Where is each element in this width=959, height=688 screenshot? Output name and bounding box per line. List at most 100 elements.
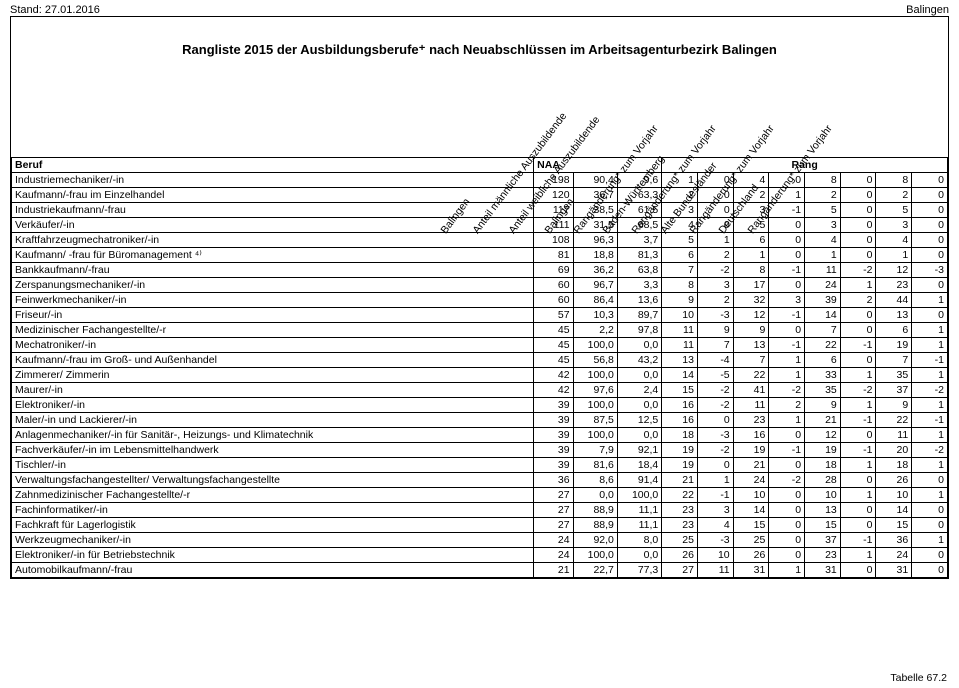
cell: 0: [840, 518, 876, 533]
cell: 14: [733, 503, 769, 518]
cell: 27: [662, 563, 698, 578]
cell: 16: [662, 413, 698, 428]
cell: 3,3: [617, 278, 661, 293]
cell: 96,7: [573, 278, 617, 293]
cell: 63,8: [617, 263, 661, 278]
table-row: Kaufmann/-frau im Groß- und Außenhandel4…: [12, 353, 948, 368]
cell: 39: [534, 443, 573, 458]
cell: 100,0: [573, 428, 617, 443]
cell: 0,0: [617, 398, 661, 413]
cell: 1: [912, 398, 948, 413]
cell: 1: [697, 473, 733, 488]
row-label: Zerspanungsmechaniker/-in: [12, 278, 534, 293]
cell: 0: [769, 428, 805, 443]
cell: 10: [805, 488, 841, 503]
cell: 3: [805, 218, 841, 233]
cell: 0: [912, 473, 948, 488]
cell: 1: [912, 533, 948, 548]
cell: 15: [805, 518, 841, 533]
cell: 0: [840, 248, 876, 263]
cell: -1: [912, 353, 948, 368]
cell: 8: [876, 173, 912, 188]
cell: 14: [805, 308, 841, 323]
cell: 4: [697, 518, 733, 533]
cell: 26: [876, 473, 912, 488]
cell: 81,3: [617, 248, 661, 263]
cell: 19: [662, 443, 698, 458]
cell: 9: [876, 398, 912, 413]
cell: 13: [876, 308, 912, 323]
row-label: Kraftfahrzeugmechatroniker/-in: [12, 233, 534, 248]
cell: -2: [769, 473, 805, 488]
cell: -2: [697, 383, 733, 398]
cell: 88,9: [573, 503, 617, 518]
cell: 1: [840, 278, 876, 293]
cell: 19: [662, 458, 698, 473]
row-label: Verkäufer/-in: [12, 218, 534, 233]
cell: 0: [912, 503, 948, 518]
cell: 117: [534, 203, 573, 218]
cell: -1: [769, 443, 805, 458]
cell: 1: [769, 188, 805, 203]
table-row: Fachverkäufer/-in im Lebensmittelhandwer…: [12, 443, 948, 458]
row-label: Friseur/-in: [12, 308, 534, 323]
cell: 0: [912, 518, 948, 533]
cell: 13: [805, 503, 841, 518]
cell: 11: [662, 338, 698, 353]
cell: 43,2: [617, 353, 661, 368]
cell: 1: [912, 368, 948, 383]
table-row: Friseur/-in5710,389,710-312-1140130: [12, 308, 948, 323]
cell: 0: [912, 218, 948, 233]
cell: -2: [912, 383, 948, 398]
cell: 8: [805, 173, 841, 188]
cell: 21: [733, 458, 769, 473]
header-ort: Balingen: [906, 4, 949, 16]
cell: 7: [697, 338, 733, 353]
cell: 15: [662, 383, 698, 398]
cell: 28: [805, 473, 841, 488]
cell: 11: [876, 428, 912, 443]
cell: 11: [733, 398, 769, 413]
row-label: Industriemechaniker/-in: [12, 173, 534, 188]
cell: 18: [662, 428, 698, 443]
cell: 26: [662, 548, 698, 563]
cell: 27: [534, 503, 573, 518]
cell: 7: [876, 353, 912, 368]
cell: 24: [805, 278, 841, 293]
row-label: Fachinformatiker/-in: [12, 503, 534, 518]
cell: 0: [912, 563, 948, 578]
cell: 1: [662, 173, 698, 188]
cell: 0: [769, 218, 805, 233]
row-label: Elektroniker/-in für Betriebstechnik: [12, 548, 534, 563]
cell: 96,3: [573, 233, 617, 248]
cell: 11: [697, 563, 733, 578]
cell: 0: [912, 278, 948, 293]
cell: 39: [534, 413, 573, 428]
cell: 1: [769, 563, 805, 578]
cell: 36,2: [573, 263, 617, 278]
cell: 24: [534, 533, 573, 548]
row-label: Maler/-in und Lackierer/-in: [12, 413, 534, 428]
cell: 21: [662, 473, 698, 488]
cell: 1: [805, 248, 841, 263]
cell: 0: [840, 323, 876, 338]
cell: 21: [534, 563, 573, 578]
cell: 0: [912, 248, 948, 263]
cell: 63,3: [617, 188, 661, 203]
table-row: Kaufmann/-frau im Einzelhandel12036,763,…: [12, 188, 948, 203]
table-row: Elektroniker/-in für Betriebstechnik2410…: [12, 548, 948, 563]
cell: 0: [912, 203, 948, 218]
cell: 0,0: [617, 548, 661, 563]
cell: -1: [769, 308, 805, 323]
cell: -1: [697, 488, 733, 503]
cell: 22: [805, 338, 841, 353]
cell: 9: [733, 323, 769, 338]
cell: 8,0: [617, 533, 661, 548]
cell: 37: [805, 533, 841, 548]
cell: 0,0: [617, 368, 661, 383]
cell: -2: [697, 443, 733, 458]
cell: 10: [662, 308, 698, 323]
cell: 8: [662, 278, 698, 293]
cell: 57: [534, 308, 573, 323]
cell: 14: [662, 368, 698, 383]
